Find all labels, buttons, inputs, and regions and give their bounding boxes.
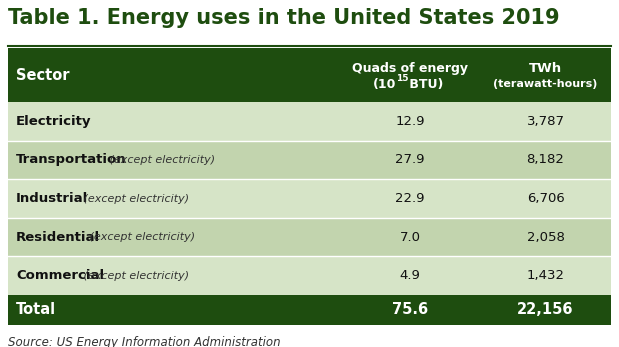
Text: Total: Total bbox=[16, 303, 56, 318]
Text: 7.0: 7.0 bbox=[399, 231, 420, 244]
Text: Sector: Sector bbox=[16, 68, 69, 83]
Text: (terawatt-hours): (terawatt-hours) bbox=[493, 79, 598, 89]
Text: 15: 15 bbox=[396, 74, 409, 83]
Bar bbox=[8, 218, 611, 256]
Text: 6,706: 6,706 bbox=[527, 192, 565, 205]
Bar bbox=[8, 48, 611, 102]
Text: Transportation: Transportation bbox=[16, 153, 127, 167]
Bar bbox=[8, 102, 611, 141]
Text: 22,156: 22,156 bbox=[517, 303, 574, 318]
Text: BTU): BTU) bbox=[405, 77, 443, 91]
Text: 3,787: 3,787 bbox=[527, 115, 565, 128]
Text: 75.6: 75.6 bbox=[392, 303, 428, 318]
Bar bbox=[8, 141, 611, 179]
Bar bbox=[8, 295, 611, 325]
Text: 2,058: 2,058 bbox=[527, 231, 565, 244]
Text: 4.9: 4.9 bbox=[399, 269, 420, 282]
Text: Residential: Residential bbox=[16, 231, 100, 244]
Text: 12.9: 12.9 bbox=[396, 115, 425, 128]
Text: 8,182: 8,182 bbox=[527, 153, 565, 167]
Text: 22.9: 22.9 bbox=[396, 192, 425, 205]
Bar bbox=[8, 256, 611, 295]
Text: Table 1. Energy uses in the United States 2019: Table 1. Energy uses in the United State… bbox=[8, 8, 560, 28]
Text: Industrial: Industrial bbox=[16, 192, 89, 205]
Text: (except electricity): (except electricity) bbox=[87, 232, 196, 242]
Text: (except electricity): (except electricity) bbox=[80, 271, 189, 281]
Text: 27.9: 27.9 bbox=[396, 153, 425, 167]
Text: 1,432: 1,432 bbox=[527, 269, 565, 282]
Text: (10: (10 bbox=[373, 77, 396, 91]
Text: Source: US Energy Information Administration: Source: US Energy Information Administra… bbox=[8, 336, 280, 347]
Bar bbox=[8, 179, 611, 218]
Text: (except electricity): (except electricity) bbox=[106, 155, 215, 165]
Text: Electricity: Electricity bbox=[16, 115, 92, 128]
Text: TWh: TWh bbox=[529, 61, 562, 75]
Text: Quads of energy: Quads of energy bbox=[352, 61, 468, 75]
Text: (except electricity): (except electricity) bbox=[80, 194, 189, 203]
Text: Commercial: Commercial bbox=[16, 269, 104, 282]
